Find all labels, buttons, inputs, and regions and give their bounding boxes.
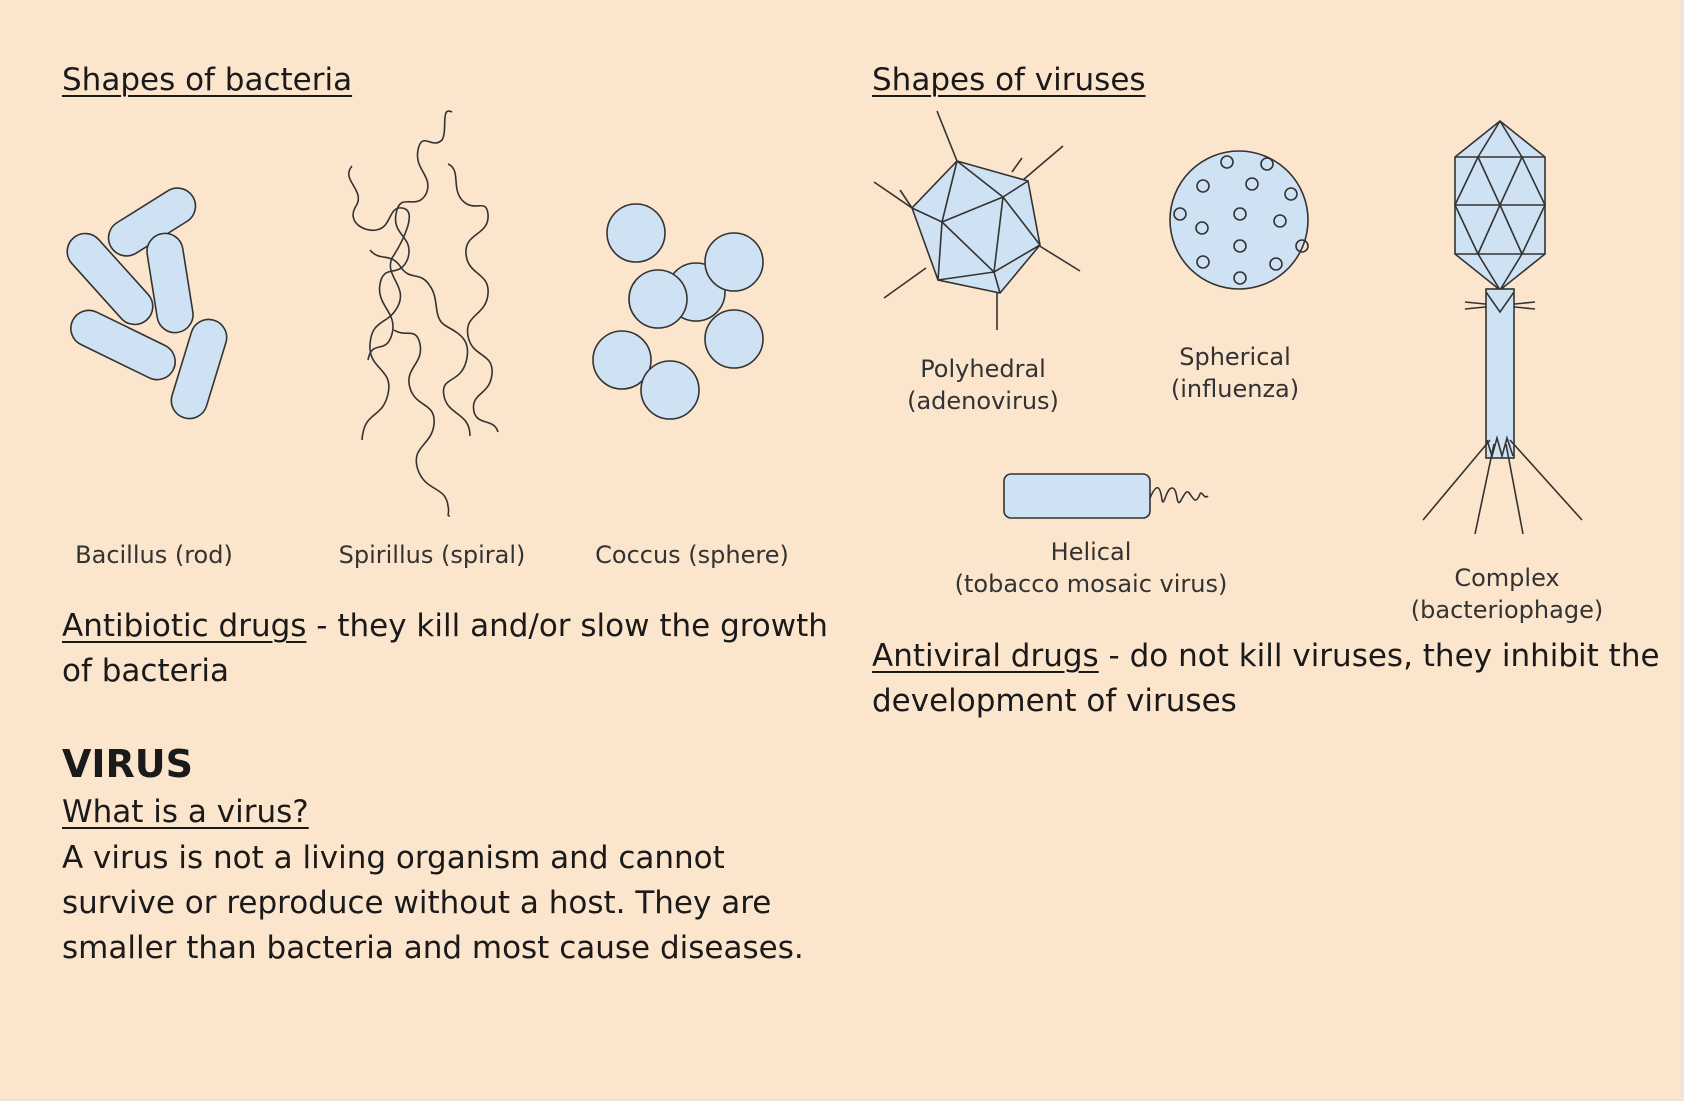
surface-proteins: [1173, 155, 1309, 285]
antibiotic-line-1: Antibiotic drugs - they kill and/or slow…: [62, 604, 828, 649]
spike: [1037, 244, 1081, 272]
spike: [936, 110, 958, 162]
coccus-sphere: [592, 330, 652, 390]
helical-rod: [1003, 473, 1151, 519]
coccus-sphere: [704, 309, 764, 369]
polyhedral-capsid: [911, 160, 1041, 294]
helical-tail: [1149, 486, 1209, 504]
spherical-label: Spherical (influenza): [1120, 341, 1350, 405]
page-edge-bottom: [0, 1099, 1684, 1101]
bacillus-rod: [146, 232, 194, 334]
coccus-sphere: [704, 232, 764, 292]
tail-fiber: [1422, 439, 1491, 521]
virus-section-title: VIRUS: [62, 742, 194, 786]
antibiotic-paragraph: Antibiotic drugs - they kill and/or slow…: [62, 604, 828, 694]
antibiotic-description: - they kill and/or slow the growth: [306, 608, 828, 644]
helical-example: (tobacco mosaic virus): [954, 570, 1228, 598]
virus-definition-line: smaller than bacteria and most cause dis…: [62, 930, 804, 966]
antiviral-line-1: Antiviral drugs - do not kill viruses, t…: [872, 634, 1662, 679]
coccus-sphere: [628, 269, 688, 329]
antiviral-description: - do not kill viruses, they inhibit the: [1098, 638, 1660, 674]
helical-label: Helical (tobacco mosaic virus): [941, 536, 1241, 600]
complex-label: Complex (bacteriophage): [1392, 562, 1622, 626]
bacillus-rod: [66, 232, 154, 326]
spirillus-spiral: [348, 165, 410, 441]
coccus-illustration: [592, 203, 764, 420]
complex-virus-illustration: [1422, 119, 1583, 535]
spike: [883, 267, 927, 299]
complex-name: Complex: [1454, 564, 1560, 592]
spherical-example: (influenza): [1170, 375, 1300, 403]
polyhedral-name: Polyhedral: [920, 355, 1046, 383]
antibiotic-line-2: of bacteria: [62, 653, 230, 689]
bacillus-label: Bacillus (rod): [75, 541, 233, 569]
antiviral-line-2: development of viruses: [872, 683, 1237, 719]
spherical-virus-illustration: [1169, 150, 1309, 290]
helical-name: Helical: [1050, 538, 1132, 566]
virus-definition-line: A virus is not a living organism and can…: [62, 840, 725, 876]
antibiotic-term: Antibiotic drugs: [62, 608, 307, 644]
page-edge-right: [1681, 0, 1684, 1101]
tail-fiber: [1505, 443, 1524, 535]
spirillus-spiral: [367, 110, 453, 361]
bacteria-shapes-heading: Shapes of bacteria: [62, 62, 353, 98]
spherical-name: Spherical: [1179, 343, 1291, 371]
complex-example: (bacteriophage): [1410, 596, 1604, 624]
antiviral-paragraph: Antiviral drugs - do not kill viruses, t…: [872, 634, 1662, 724]
coccus-sphere: [606, 203, 666, 263]
spirillus-spiral: [369, 249, 471, 437]
polyhedral-virus-illustration: [873, 110, 1081, 330]
virus-definition-line: survive or reproduce without a host. The…: [62, 885, 772, 921]
polyhedral-label: Polyhedral (adenovirus): [868, 353, 1098, 417]
tail-fiber: [1474, 443, 1495, 535]
phage-tail: [1485, 288, 1515, 459]
antiviral-term: Antiviral drugs: [872, 638, 1099, 674]
bacillus-illustration: [66, 187, 228, 420]
spirillus-spiral: [393, 329, 451, 517]
helical-virus-illustration: [1003, 473, 1209, 519]
polyhedral-example: (adenovirus): [907, 387, 1059, 415]
virus-definition-paragraph: A virus is not a living organism and can…: [62, 836, 822, 971]
coccus-label: Coccus (sphere): [595, 541, 789, 569]
virus-shapes-heading: Shapes of viruses: [872, 62, 1146, 98]
bacillus-rod: [170, 318, 228, 420]
virus-question-heading: What is a virus?: [62, 794, 309, 830]
spirillus-label: Spirillus (spiral): [338, 541, 526, 569]
spirillus-spiral: [447, 163, 499, 433]
tail-fiber: [1509, 439, 1583, 521]
coccus-sphere: [640, 360, 700, 420]
spike: [873, 181, 913, 209]
bacillus-rod: [70, 309, 176, 381]
spirillus-illustration: [348, 110, 499, 517]
